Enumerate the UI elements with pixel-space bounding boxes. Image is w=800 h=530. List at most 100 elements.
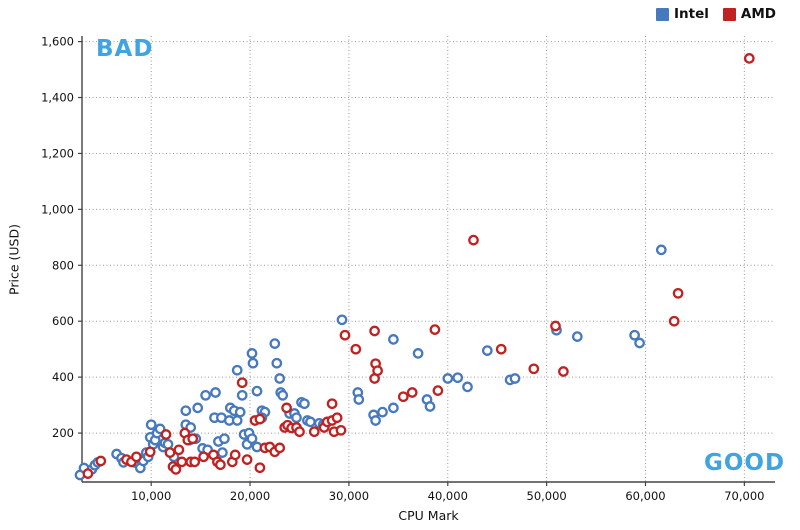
x-tick-label: 50,000 xyxy=(527,489,567,503)
data-point-intel xyxy=(571,331,583,342)
data-point-amd xyxy=(215,459,226,471)
data-point-intel xyxy=(509,373,521,384)
data-point-amd xyxy=(406,387,418,398)
data-point-amd xyxy=(173,444,185,456)
legend-label-amd: AMD xyxy=(740,6,776,22)
legend: Intel AMD xyxy=(656,6,776,22)
annotation-bad: BAD xyxy=(96,36,154,62)
data-point-amd xyxy=(369,325,380,337)
data-point-intel xyxy=(462,381,473,393)
annotation-good: GOOD xyxy=(704,450,786,476)
data-point-intel xyxy=(231,364,243,376)
x-tick-label: 30,000 xyxy=(329,489,369,503)
x-tick-label: 60,000 xyxy=(625,489,665,503)
data-point-amd xyxy=(274,442,286,454)
data-point-intel xyxy=(210,387,221,398)
data-point-intel xyxy=(629,329,640,341)
legend-item-intel: Intel xyxy=(656,6,709,22)
data-point-amd xyxy=(170,464,182,475)
data-point-amd xyxy=(558,366,569,377)
data-point-intel xyxy=(251,385,263,397)
data-point-intel xyxy=(336,314,348,326)
data-point-amd xyxy=(339,329,351,341)
data-point-intel xyxy=(370,415,381,426)
data-point-amd xyxy=(144,446,156,458)
y-tick-label: 1,000 xyxy=(41,202,74,216)
data-point-amd xyxy=(254,462,266,474)
data-point-amd xyxy=(495,343,507,355)
amd-swatch-icon xyxy=(722,7,736,21)
intel-swatch-icon xyxy=(656,7,670,21)
data-point-intel xyxy=(481,345,493,356)
data-point-amd xyxy=(254,413,266,425)
y-tick-label: 1,600 xyxy=(41,35,74,49)
data-point-intel xyxy=(217,447,228,458)
data-point-intel xyxy=(634,337,645,349)
data-point-amd xyxy=(82,468,94,479)
data-point-amd xyxy=(331,412,343,424)
x-tick-label: 20,000 xyxy=(230,489,270,503)
data-point-intel xyxy=(192,402,204,414)
y-axis-title: Price (USD) xyxy=(6,224,22,295)
data-point-amd xyxy=(335,424,347,436)
data-point-intel xyxy=(291,412,302,424)
data-point-amd xyxy=(198,451,209,463)
data-point-intel xyxy=(269,338,281,349)
data-point-intel xyxy=(353,394,365,405)
data-point-amd xyxy=(164,447,176,458)
data-point-intel xyxy=(219,433,230,445)
data-point-amd xyxy=(95,455,107,467)
data-point-intel xyxy=(442,373,454,384)
data-point-amd xyxy=(236,377,248,389)
data-point-amd xyxy=(668,315,680,327)
y-tick-label: 800 xyxy=(52,258,74,272)
data-point-intel xyxy=(145,419,157,431)
data-point-intel xyxy=(377,406,388,418)
data-point-amd xyxy=(160,429,172,440)
data-point-amd xyxy=(326,398,338,410)
data-point-intel xyxy=(305,416,316,428)
data-point-intel xyxy=(247,357,259,369)
data-point-amd xyxy=(550,320,561,332)
data-point-amd xyxy=(308,426,320,438)
data-point-intel xyxy=(200,389,211,401)
data-point-amd xyxy=(281,402,292,414)
legend-label-intel: Intel xyxy=(674,6,709,22)
data-point-intel xyxy=(246,348,258,359)
data-point-amd xyxy=(743,53,755,64)
x-tick-label: 70,000 xyxy=(724,489,764,503)
y-tick-label: 400 xyxy=(52,370,74,384)
data-point-intel xyxy=(180,405,192,417)
data-point-amd xyxy=(468,234,479,246)
y-tick-label: 200 xyxy=(52,426,74,440)
y-tick-label: 1,400 xyxy=(41,91,74,105)
data-point-amd xyxy=(432,385,444,396)
data-point-amd xyxy=(397,391,409,403)
data-point-amd xyxy=(429,324,441,335)
legend-item-amd: AMD xyxy=(722,6,776,22)
y-tick-label: 600 xyxy=(52,314,74,328)
data-point-intel xyxy=(236,389,248,401)
x-tick-label: 40,000 xyxy=(428,489,468,503)
data-point-intel xyxy=(162,438,174,450)
data-point-intel xyxy=(271,357,283,369)
data-point-amd xyxy=(189,456,201,468)
x-tick-label: 10,000 xyxy=(131,489,171,503)
data-point-amd xyxy=(372,365,383,377)
data-point-intel xyxy=(299,398,310,410)
data-point-amd xyxy=(176,456,188,468)
data-point-amd xyxy=(131,451,142,463)
data-point-amd xyxy=(229,449,241,461)
data-point-amd xyxy=(187,433,199,445)
data-point-amd xyxy=(350,343,362,355)
data-point-intel xyxy=(655,244,667,256)
data-point-amd xyxy=(672,287,684,299)
data-point-intel xyxy=(274,373,286,384)
data-point-intel xyxy=(388,402,399,414)
data-point-intel xyxy=(234,406,246,418)
data-point-amd xyxy=(294,426,305,438)
data-point-intel xyxy=(452,372,464,384)
data-point-intel xyxy=(412,348,424,359)
